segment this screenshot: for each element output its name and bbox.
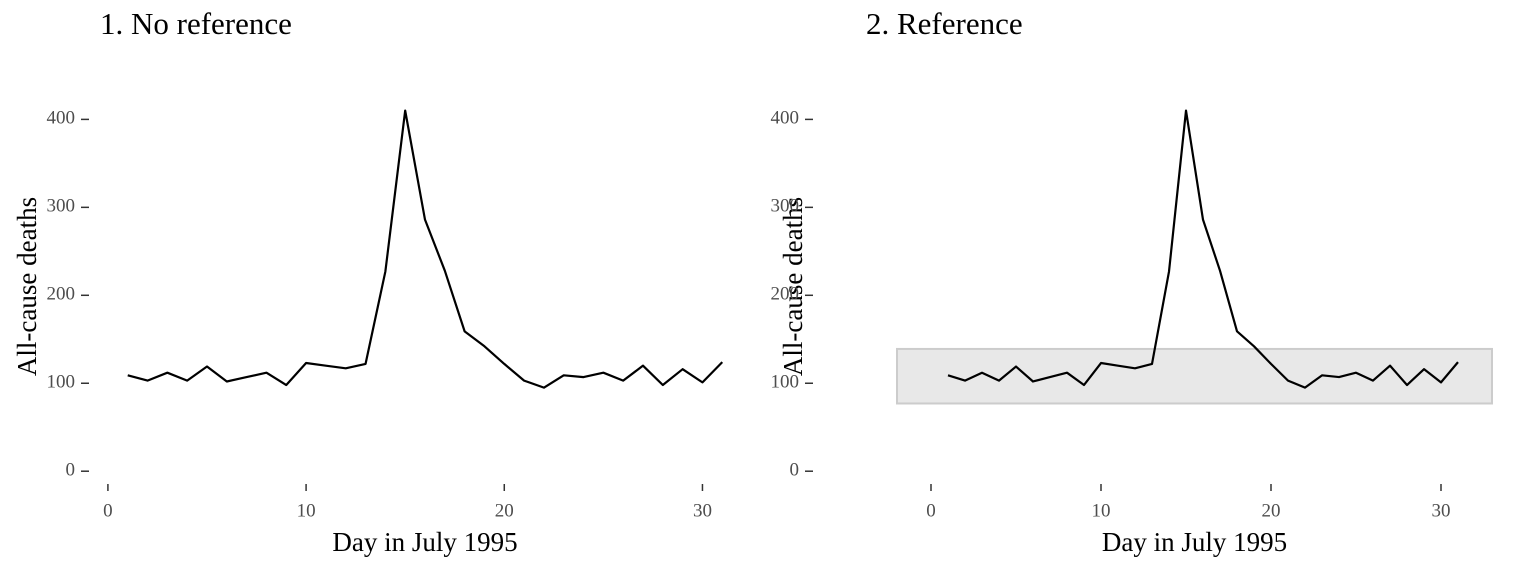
data-line (947, 109, 1459, 389)
y-tick-label: 100 (771, 372, 800, 393)
y-tick-label: 100 (47, 372, 76, 393)
x-axis-label: Day in July 1995 (1102, 527, 1287, 557)
chart-title: 1. No reference (100, 6, 292, 41)
x-tick-label: 0 (103, 500, 113, 521)
y-tick-label: 300 (771, 196, 800, 217)
y-tick-label: 0 (66, 460, 76, 481)
x-tick-label: 10 (297, 500, 316, 521)
x-tick-label: 20 (1262, 500, 1281, 521)
y-tick-label: 400 (771, 108, 800, 129)
y-tick-label: 400 (47, 108, 76, 129)
x-tick-label: 30 (693, 500, 712, 521)
reference-band (896, 347, 1493, 405)
x-tick-label: 20 (495, 500, 514, 521)
y-tick-label: 200 (771, 284, 800, 305)
x-axis-label: Day in July 1995 (332, 527, 517, 557)
y-tick-label: 200 (47, 284, 76, 305)
chart-title: 2. Reference (866, 6, 1023, 41)
x-tick-label: 0 (926, 500, 936, 521)
y-axis-label: All-cause deaths (778, 197, 808, 376)
x-tick-label: 10 (1092, 500, 1111, 521)
y-tick-label: 300 (47, 196, 76, 217)
y-tick-label: 0 (790, 460, 800, 481)
x-tick-label: 30 (1432, 500, 1451, 521)
y-axis-label: All-cause deaths (12, 197, 42, 376)
data-line (127, 109, 724, 389)
